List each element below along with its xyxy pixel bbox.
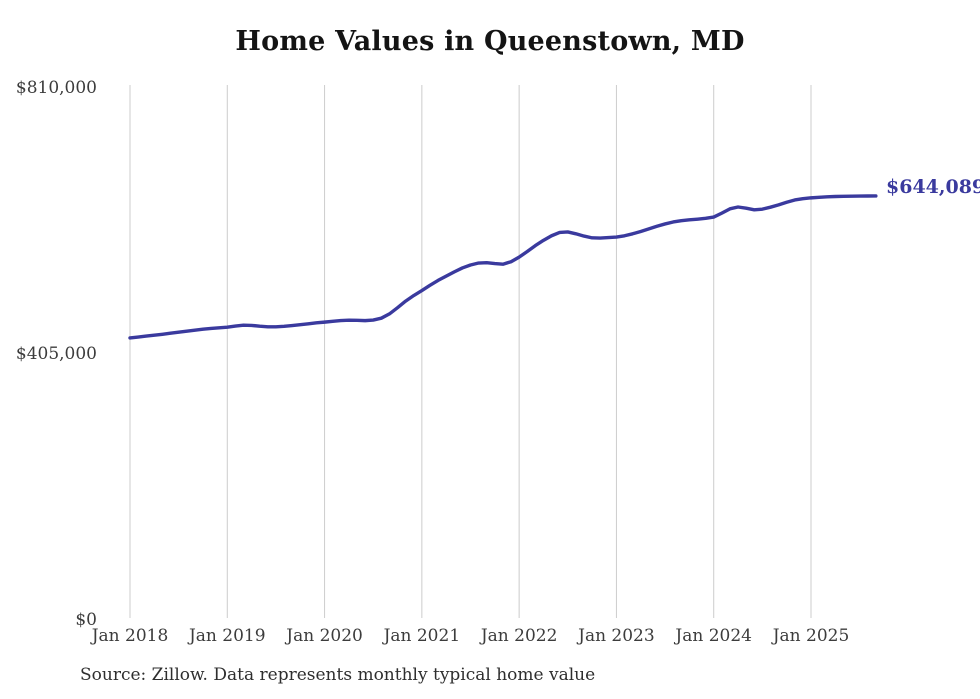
x-axis-tick-label: Jan 2022 [479, 626, 558, 646]
x-axis-tick-label: Jan 2020 [284, 626, 363, 646]
chart-title: Home Values in Queenstown, MD [235, 26, 745, 57]
source-note: Source: Zillow. Data represents monthly … [80, 665, 596, 685]
y-axis-tick-label: $810,000 [16, 78, 97, 98]
x-axis-tick-label: Jan 2023 [576, 626, 655, 646]
x-axis-tick-label: Jan 2021 [382, 626, 461, 646]
y-axis-tick-label: $405,000 [16, 344, 97, 364]
home-value-series-line [128, 194, 878, 340]
y-axis-tick-label: $0 [75, 610, 97, 630]
current-value-label: $644,089 [886, 176, 980, 198]
x-axis-tick-label: Jan 2019 [187, 626, 266, 646]
x-axis-tick-label: Jan 2018 [90, 626, 169, 646]
x-axis-tick-label: Jan 2024 [673, 626, 752, 646]
x-axis-tick-label: Jan 2025 [771, 626, 850, 646]
